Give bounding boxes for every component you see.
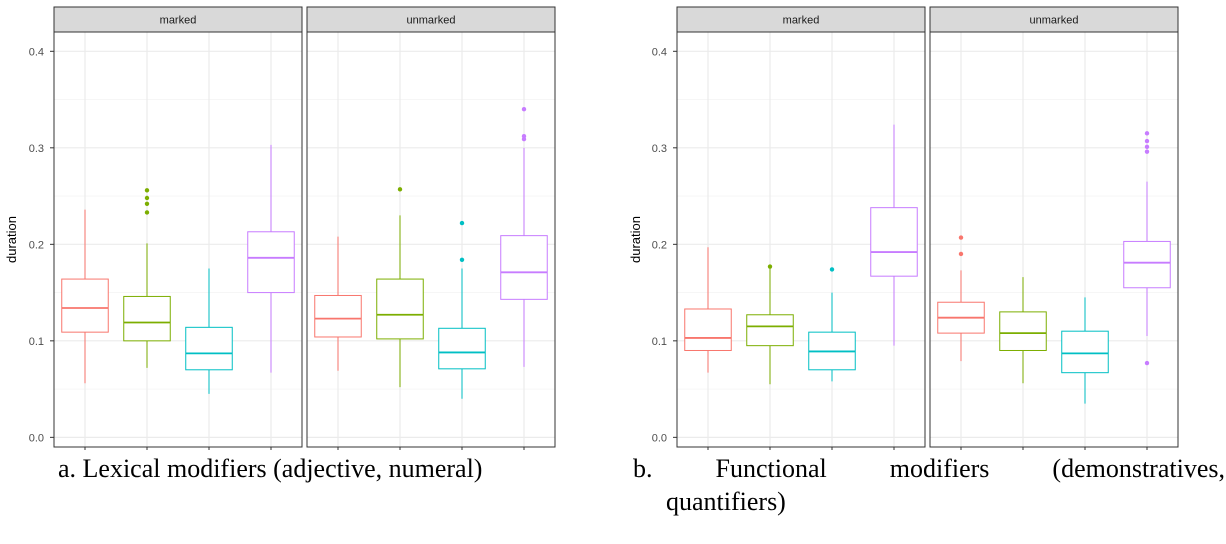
box-AW — [999, 277, 1047, 384]
y-tick-label: 0.2 — [652, 239, 667, 251]
panel-border — [306, 31, 556, 448]
box-iqr — [314, 294, 362, 338]
box-4W — [61, 209, 109, 384]
box-PW — [185, 268, 233, 394]
outlier-point — [144, 188, 150, 193]
outlier-point — [1144, 360, 1150, 366]
facet-strip-label: unmarked — [1030, 15, 1079, 27]
outlier-point — [459, 257, 465, 262]
box-iqr — [376, 278, 424, 340]
y-tick-label: 0.3 — [29, 143, 44, 155]
box-iqr — [247, 231, 295, 294]
outlier-point — [829, 267, 835, 272]
facet-strip — [676, 6, 926, 33]
y-tick-label: 0.2 — [29, 239, 44, 251]
box-iqr — [870, 207, 918, 277]
y-tick-label: 0.1 — [652, 336, 667, 348]
caption-a: a. Lexical modifiers (adjective, numeral… — [58, 454, 483, 483]
box-PW — [1061, 297, 1109, 404]
outlier-point — [767, 264, 773, 269]
box-iqr — [999, 311, 1047, 351]
facet-panel-unmarked: unmarked4WAWPWFW — [929, 6, 1179, 450]
y-tick-label: 0.0 — [652, 432, 667, 444]
box-FW — [1123, 131, 1171, 366]
box-FW — [247, 144, 295, 373]
box-iqr — [500, 235, 548, 300]
box-iqr — [123, 295, 171, 342]
box-iqr — [185, 326, 233, 371]
box-FW — [500, 107, 548, 367]
y-tick-label: 0.4 — [29, 46, 44, 58]
outlier-point — [144, 210, 150, 215]
outlier-point — [1144, 149, 1150, 154]
caption-b-word: (demonstratives, — [1052, 454, 1225, 483]
box-iqr — [61, 278, 109, 333]
facet-strip — [53, 6, 303, 33]
box-4W — [937, 235, 985, 362]
facet-strip-label: unmarked — [407, 15, 456, 27]
y-axis-label: duration — [4, 216, 19, 263]
y-tick-label: 0.3 — [652, 143, 667, 155]
chart-a: duration0.00.10.20.30.4marked4WAWPWFWunm… — [4, 6, 556, 450]
box-AW — [376, 187, 424, 388]
outlier-point — [958, 251, 964, 257]
box-AW — [123, 188, 171, 368]
y-tick-label: 0.1 — [29, 336, 44, 348]
panel-border — [53, 31, 303, 448]
box-iqr — [746, 314, 794, 347]
facet-strip-label: marked — [160, 15, 197, 27]
box-FW — [870, 124, 918, 346]
outlier-point — [1144, 144, 1150, 150]
box-4W — [314, 236, 362, 371]
facet-panel-marked: marked4WAWPWFW — [676, 6, 926, 450]
outlier-point — [144, 195, 150, 201]
box-AW — [746, 264, 794, 385]
box-4W — [684, 247, 732, 373]
panel-border — [929, 31, 1179, 448]
caption-b-word: modifiers — [889, 454, 990, 483]
outlier-point — [397, 187, 403, 192]
outlier-point — [1144, 138, 1150, 144]
panel-background — [930, 32, 1178, 447]
facet-strip — [306, 6, 556, 33]
outlier-point — [521, 134, 527, 139]
box-iqr — [1061, 330, 1109, 374]
facet-panel-unmarked: unmarked4WAWPWFW — [306, 6, 556, 450]
box-iqr — [438, 327, 486, 370]
y-tick-label: 0.4 — [652, 46, 667, 58]
box-PW — [438, 220, 486, 399]
panel-border — [676, 31, 926, 448]
y-tick-label: 0.0 — [29, 432, 44, 444]
y-axis-label: duration — [628, 216, 643, 263]
chart-b: duration0.00.10.20.30.4marked4WAWPWFWunm… — [628, 6, 1179, 450]
box-iqr — [684, 308, 732, 351]
outlier-point — [958, 235, 964, 240]
figure-canvas: duration0.00.10.20.30.4marked4WAWPWFWunm… — [4, 6, 1179, 450]
facet-strip-label: marked — [783, 15, 820, 27]
caption-b-line1: b. Functional modifiers (demonstratives, — [633, 454, 1225, 484]
outlier-point — [144, 201, 150, 206]
box-iqr — [1123, 240, 1171, 289]
caption-b-line2: quantifiers) — [666, 487, 786, 516]
outlier-point — [1144, 131, 1150, 136]
facet-panel-marked: marked4WAWPWFW — [53, 6, 303, 450]
outlier-point — [521, 107, 527, 112]
caption-b-word: Functional — [715, 454, 827, 483]
box-PW — [808, 267, 856, 382]
caption-b-word: b. — [633, 454, 653, 483]
outlier-point — [459, 220, 465, 226]
